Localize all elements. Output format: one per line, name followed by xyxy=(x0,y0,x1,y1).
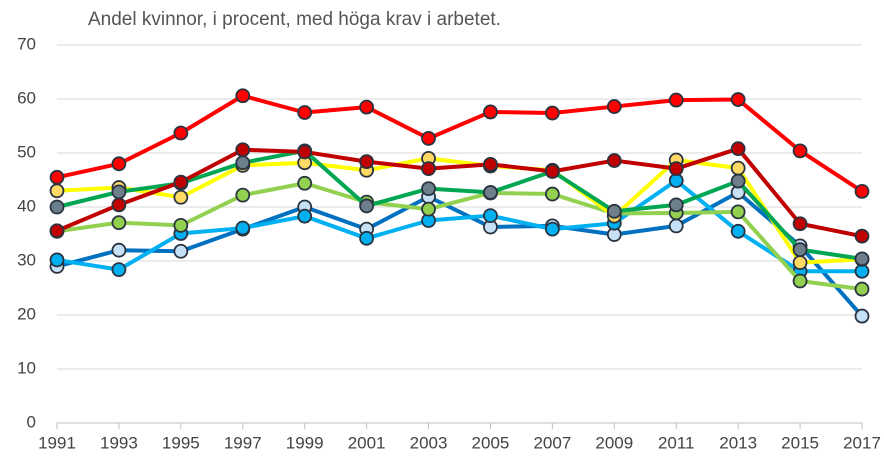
data-point xyxy=(792,216,808,232)
y-tick-label: 50 xyxy=(17,142,36,161)
data-point xyxy=(483,156,498,172)
data-point xyxy=(544,105,560,121)
data-point xyxy=(111,184,127,200)
data-point xyxy=(111,262,127,278)
data-point xyxy=(792,242,808,258)
data-point xyxy=(668,197,684,213)
data-point xyxy=(49,252,65,268)
data-point xyxy=(49,183,65,199)
data-point xyxy=(730,160,746,176)
data-point xyxy=(730,92,746,107)
data-point xyxy=(49,199,65,215)
data-point xyxy=(668,92,684,108)
series-line xyxy=(56,190,864,318)
data-point xyxy=(359,198,375,214)
x-tick-label: 1995 xyxy=(162,433,200,452)
x-tick-label: 2001 xyxy=(348,433,386,452)
x-tick-label: 2003 xyxy=(410,433,448,452)
data-point xyxy=(297,105,313,120)
series-line xyxy=(56,146,863,239)
data-point xyxy=(668,218,684,234)
data-point xyxy=(111,156,127,172)
data-point xyxy=(792,273,808,289)
chart-title: Andel kvinnor, i procent, med höga krav … xyxy=(88,9,501,30)
data-point xyxy=(730,223,746,239)
x-tick-label: 2009 xyxy=(595,433,633,452)
data-point xyxy=(111,197,127,213)
data-point xyxy=(730,141,746,157)
data-point xyxy=(235,155,251,171)
series-line xyxy=(56,181,863,292)
data-point xyxy=(173,243,189,259)
series-line xyxy=(56,148,863,261)
data-point xyxy=(359,230,375,246)
data-point xyxy=(49,169,65,185)
x-tick-label: 2011 xyxy=(658,433,695,452)
y-tick-label: 10 xyxy=(17,358,36,377)
x-tick-label: 2015 xyxy=(781,433,819,452)
data-point xyxy=(606,203,622,219)
x-tick-label: 1991 xyxy=(38,433,76,452)
y-tick-label: 0 xyxy=(27,412,36,431)
data-point xyxy=(235,88,251,104)
data-point xyxy=(854,251,870,267)
x-tick-label: 2007 xyxy=(533,433,571,452)
data-point xyxy=(730,204,746,220)
data-point xyxy=(111,242,127,258)
data-point xyxy=(297,208,313,224)
data-point xyxy=(111,215,127,231)
data-point xyxy=(544,221,560,237)
data-point xyxy=(173,189,189,205)
x-tick-label: 1993 xyxy=(100,433,138,452)
x-tick-label: 1999 xyxy=(286,433,324,452)
data-point xyxy=(792,143,808,159)
x-tick-label: 2017 xyxy=(843,433,881,452)
data-point xyxy=(668,161,684,177)
data-point xyxy=(421,181,436,197)
data-point xyxy=(792,255,808,271)
data-point xyxy=(235,220,251,236)
data-point xyxy=(421,201,436,217)
data-point xyxy=(606,153,622,168)
y-tick-label: 20 xyxy=(17,304,36,323)
x-tick-label: 1997 xyxy=(224,433,262,452)
data-point xyxy=(173,174,189,190)
x-tick-label: 2013 xyxy=(719,433,757,452)
data-point xyxy=(854,183,870,199)
data-point xyxy=(854,281,870,297)
y-tick-label: 30 xyxy=(17,250,36,269)
data-point xyxy=(421,161,436,177)
data-point xyxy=(483,185,498,200)
y-tick-label: 60 xyxy=(17,88,36,107)
data-point xyxy=(359,154,375,170)
data-point xyxy=(544,163,560,179)
data-point xyxy=(854,228,870,244)
data-point xyxy=(173,217,189,233)
data-point xyxy=(173,125,189,141)
data-point xyxy=(730,173,746,189)
data-point xyxy=(483,104,498,120)
data-point xyxy=(49,223,65,239)
data-point xyxy=(483,208,498,224)
data-point xyxy=(297,144,313,160)
data-point xyxy=(235,187,251,203)
data-point xyxy=(235,142,251,158)
y-tick-label: 70 xyxy=(17,34,36,53)
data-point xyxy=(606,99,622,114)
x-tick-label: 2005 xyxy=(472,433,510,452)
series-line xyxy=(56,156,863,265)
data-point xyxy=(544,186,560,202)
data-point xyxy=(297,175,313,191)
data-point xyxy=(359,99,375,115)
y-tick-label: 40 xyxy=(17,196,36,215)
series-line xyxy=(56,178,862,274)
data-point xyxy=(854,308,870,324)
series-line xyxy=(56,93,864,194)
data-point xyxy=(421,131,436,146)
